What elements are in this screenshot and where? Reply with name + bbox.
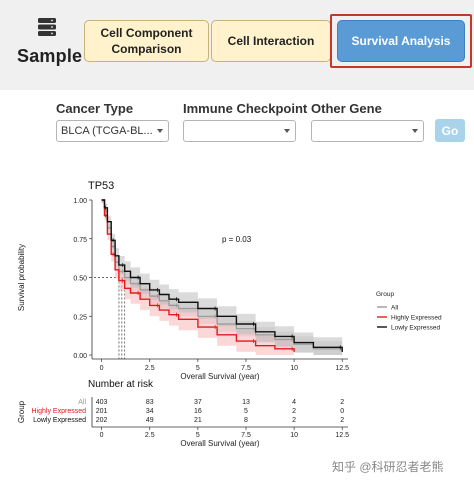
watermark-text: 知乎 @科研忍者老熊	[332, 460, 444, 474]
risk-x-tick-label: 10	[290, 432, 298, 439]
app-title: Sample	[17, 46, 83, 66]
risk-x-tick-label: 2.5	[145, 432, 155, 439]
tab-survival-analysis[interactable]: Survival Analysis	[337, 20, 465, 62]
risk-cell: 2	[340, 399, 344, 406]
risk-x-tick-label: 7.5	[241, 432, 251, 439]
x-tick-label: 0	[100, 365, 104, 372]
tab-cell-interaction[interactable]: Cell Interaction	[211, 20, 331, 62]
go-button[interactable]: Go	[435, 119, 465, 142]
x-tick-label: 12.5	[335, 365, 349, 372]
survival-curve-line	[101, 199, 295, 352]
other-gene-select[interactable]	[311, 120, 424, 142]
risk-cell: 49	[146, 417, 154, 424]
chevron-down-icon	[157, 129, 163, 133]
risk-cell: 13	[242, 399, 250, 406]
risk-cell: 403	[96, 399, 108, 406]
cancer-type-select[interactable]: BLCA (TCGA-BL...	[56, 120, 169, 142]
survival-chart: TP53 0.00 0.25 0.50 0.75 1.00 0 2.5 5 7.5 10 12.5 Ov…	[17, 180, 442, 448]
risk-cell: 8	[244, 417, 248, 424]
tab-cell-component-comparison[interactable]: Cell Component Comparison	[84, 20, 209, 62]
legend-label: Lowly Expressed	[391, 325, 441, 332]
legend-title: Group	[376, 291, 394, 298]
chevron-down-icon	[412, 129, 418, 133]
risk-cell: 2	[340, 417, 344, 424]
risk-x-tick-label: 12.5	[335, 432, 349, 439]
risk-cell: 201	[96, 408, 108, 415]
y-tick-label: 0.50	[73, 276, 87, 283]
risk-cell: 2	[292, 408, 296, 415]
chevron-down-icon	[284, 129, 290, 133]
legend-label: All	[391, 305, 399, 312]
risk-x-axis-label: Overall Survival (year)	[180, 439, 259, 448]
active-tab-highlight	[330, 14, 472, 68]
immune-checkpoint-label: Immune Checkpoint	[183, 101, 308, 116]
risk-cell: 5	[244, 408, 248, 415]
risk-y-axis-label: Group	[17, 400, 26, 423]
risk-x-tick-label: 0	[100, 432, 104, 439]
cancer-type-label: Cancer Type	[56, 101, 134, 116]
other-gene-label: Other Gene	[311, 101, 382, 116]
risk-cell: 4	[292, 399, 296, 406]
app-logo: Sample	[17, 14, 83, 70]
risk-cell: 34	[146, 408, 154, 415]
risk-cell: 21	[194, 417, 202, 424]
risk-cell: 83	[146, 399, 154, 406]
risk-cell: 2	[292, 417, 296, 424]
risk-cell: 0	[340, 408, 344, 415]
survival-curve-line	[101, 199, 343, 352]
database-icon	[38, 18, 56, 36]
confidence-band	[101, 200, 295, 355]
y-tick-label: 1.00	[73, 198, 87, 205]
y-tick-label: 0.00	[73, 353, 87, 360]
y-tick-label: 0.25	[73, 314, 87, 321]
risk-table-title: Number at risk	[88, 379, 154, 390]
p-value-annotation: p = 0.03	[222, 235, 252, 244]
cancer-type-value: BLCA (TCGA-BL...	[61, 125, 153, 137]
risk-cell: 202	[96, 417, 108, 424]
x-tick-label: 5	[196, 365, 200, 372]
immune-checkpoint-select[interactable]	[183, 120, 296, 142]
risk-cell: 37	[194, 399, 202, 406]
legend-label: Highly Expressed	[391, 315, 442, 322]
chart-title: TP53	[88, 180, 114, 192]
risk-cell: 16	[194, 408, 202, 415]
x-tick-label: 2.5	[145, 365, 155, 372]
y-tick-label: 0.75	[73, 237, 87, 244]
risk-row-label: All	[78, 399, 86, 406]
x-tick-label: 7.5	[241, 365, 251, 372]
x-axis-label: Overall Survival (year)	[180, 372, 259, 381]
risk-row-label: Lowly Expressed	[33, 417, 86, 424]
risk-x-tick-label: 5	[196, 432, 200, 439]
risk-row-label: Highly Expressed	[32, 408, 87, 415]
x-tick-label: 10	[290, 365, 298, 372]
y-axis-label: Survival probability	[17, 244, 26, 311]
